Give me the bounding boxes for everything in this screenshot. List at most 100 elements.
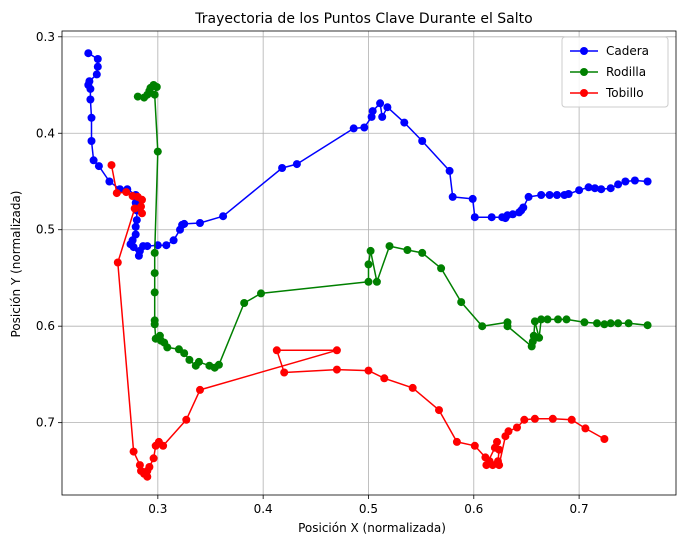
y-tick-label: 0.7 (36, 416, 55, 430)
point-rodilla (593, 319, 601, 328)
point-tobillo (107, 161, 116, 170)
point-rodilla (194, 357, 203, 366)
point-rodilla (418, 248, 427, 257)
point-cadera (564, 190, 573, 198)
point-tobillo (380, 374, 389, 383)
point-rodilla (600, 320, 609, 329)
point-cadera (378, 112, 387, 121)
point-cadera (180, 219, 189, 228)
x-tick-label: 0.3 (148, 502, 167, 516)
y-tick-label: 0.5 (36, 223, 55, 237)
point-cadera (278, 164, 287, 172)
x-tick-label: 0.4 (254, 502, 273, 516)
point-tobillo (435, 406, 443, 415)
point-rodilla (478, 322, 487, 331)
point-rodilla (366, 246, 375, 255)
point-cadera (643, 177, 652, 186)
point-cadera (584, 183, 593, 192)
legend-label-tobillo: Tobillo (605, 86, 644, 100)
point-cadera (87, 137, 96, 145)
point-cadera (537, 191, 546, 199)
point-rodilla (150, 320, 159, 329)
point-rodilla (180, 349, 189, 358)
x-tick-label: 0.6 (464, 502, 483, 516)
y-axis-label: Posición Y (normalizada) (9, 191, 23, 338)
point-cadera (400, 118, 409, 127)
point-cadera (630, 176, 639, 185)
point-tobillo (145, 463, 154, 471)
point-cadera (614, 180, 623, 189)
point-rodilla (257, 289, 265, 298)
point-tobillo (137, 202, 145, 211)
point-cadera (468, 194, 477, 203)
legend-box (561, 36, 669, 108)
point-rodilla (150, 288, 159, 297)
point-rodilla (624, 319, 633, 328)
legend: Cadera Rodilla Tobillo (561, 36, 669, 108)
point-rodilla (457, 298, 466, 307)
point-tobillo (482, 461, 491, 470)
point-rodilla (214, 360, 223, 369)
point-cadera (87, 113, 96, 122)
point-cadera (448, 192, 457, 201)
point-cadera (84, 49, 93, 58)
legend-label-rodilla: Rodilla (606, 65, 646, 79)
point-rodilla (364, 277, 373, 286)
point-rodilla (240, 299, 249, 307)
point-cadera (196, 219, 204, 227)
point-tobillo (452, 437, 461, 446)
point-cadera (383, 103, 392, 112)
point-cadera (590, 184, 599, 193)
y-tick-label: 0.4 (36, 126, 55, 140)
point-cadera (508, 210, 517, 219)
point-tobillo (280, 368, 289, 377)
x-axis-label: Posición X (normalizada) (298, 521, 446, 535)
point-rodilla (163, 343, 172, 352)
point-cadera (606, 184, 615, 193)
point-cadera (92, 70, 101, 79)
point-cadera (445, 166, 454, 175)
point-tobillo (470, 441, 479, 450)
point-tobillo (513, 423, 521, 432)
point-cadera (368, 107, 377, 116)
point-rodilla (554, 315, 562, 324)
point-cadera (418, 137, 427, 145)
x-tick-label: 0.5 (359, 502, 378, 516)
point-rodilla (606, 319, 615, 328)
point-cadera (129, 243, 138, 252)
point-tobillo (548, 414, 557, 423)
point-rodilla (643, 321, 652, 330)
point-rodilla (535, 333, 544, 342)
point-cadera (86, 95, 95, 104)
point-tobillo (149, 454, 158, 463)
series-rodilla (133, 81, 652, 372)
y-tick-label: 0.6 (36, 319, 55, 333)
point-tobillo (272, 346, 281, 355)
point-rodilla (562, 315, 571, 324)
point-cadera (292, 160, 301, 169)
legend-marker-rodilla (580, 68, 588, 76)
point-tobillo (567, 415, 576, 424)
point-cadera (86, 84, 95, 93)
point-tobillo (520, 415, 529, 424)
point-tobillo (364, 366, 373, 375)
legend-marker-cadera (580, 47, 588, 55)
point-cadera (93, 62, 102, 71)
point-rodilla (133, 92, 142, 101)
point-rodilla (403, 246, 412, 254)
point-tobillo (504, 427, 513, 436)
point-rodilla (150, 248, 159, 257)
point-tobillo (408, 383, 417, 392)
point-tobillo (130, 204, 139, 213)
point-cadera (487, 213, 496, 222)
point-rodilla (185, 355, 194, 364)
plot-frame (61, 30, 677, 496)
point-tobillo (196, 385, 204, 394)
point-tobillo (182, 415, 191, 424)
point-rodilla (364, 260, 373, 269)
point-cadera (553, 191, 561, 199)
point-cadera (360, 123, 369, 132)
point-tobillo (581, 424, 590, 433)
point-cadera (153, 241, 162, 250)
point-rodilla (614, 319, 623, 328)
